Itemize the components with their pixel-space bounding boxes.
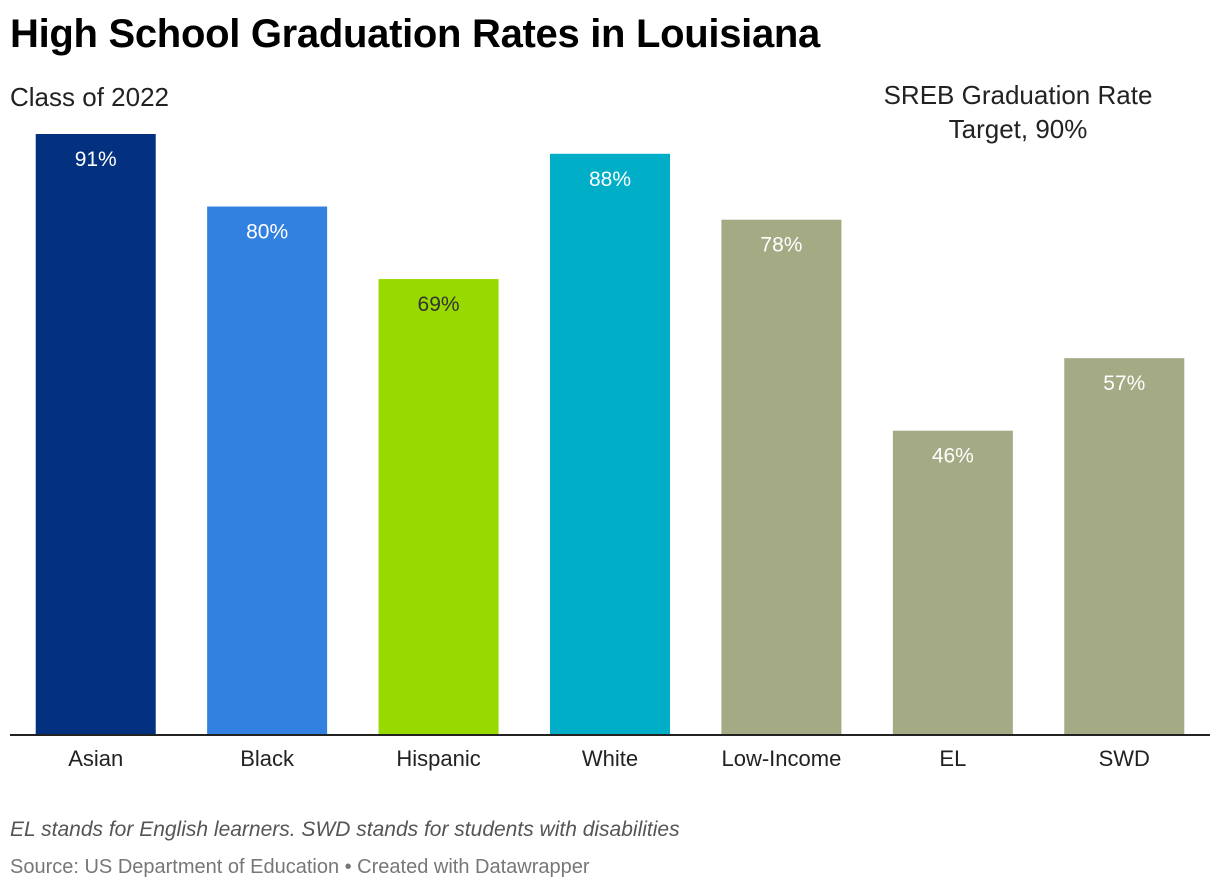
x-tick-label-asian: Asian — [68, 746, 123, 771]
chart-title: High School Graduation Rates in Louisian… — [10, 12, 821, 56]
value-label-low-income: 78% — [760, 234, 802, 257]
value-label-white: 88% — [589, 168, 631, 191]
value-label-el: 46% — [932, 445, 974, 468]
value-label-hispanic: 69% — [418, 293, 460, 316]
bar-black — [207, 206, 328, 734]
value-label-asian: 91% — [75, 148, 117, 171]
value-label-swd: 57% — [1103, 372, 1145, 395]
x-tick-label-low-income: Low-Income — [722, 746, 842, 771]
footnote: EL stands for English learners. SWD stan… — [10, 818, 680, 841]
bars-group — [35, 134, 1185, 734]
bar-el — [892, 430, 1013, 734]
x-tick-label-hispanic: Hispanic — [396, 746, 480, 771]
x-tick-label-el: EL — [939, 746, 966, 771]
x-tick-labels-group: Asian Black Hispanic White Low-Income EL SWD — [68, 746, 1150, 771]
x-tick-label-black: Black — [240, 746, 295, 771]
chart-subtitle: Class of 2022 — [10, 82, 169, 112]
bar-asian — [35, 134, 156, 734]
bar-chart: 91% 80% 69% 88% 78% 46% 57% Asian Black Hispanic… — [10, 134, 1210, 771]
bar-low-income — [721, 219, 842, 734]
bar-swd — [1064, 358, 1185, 734]
source-credit: Source: US Department of Education • Cre… — [10, 856, 590, 878]
x-tick-label-white: White — [582, 746, 638, 771]
bar-hispanic — [378, 279, 499, 734]
bar-white — [550, 153, 670, 734]
value-labels-group: 91% 80% 69% 88% 78% 46% 57% — [75, 148, 1146, 468]
x-tick-label-swd: SWD — [1099, 746, 1150, 771]
value-label-black: 80% — [246, 221, 288, 244]
target-annotation: SREB Graduation Rate Target, 90% — [883, 80, 1153, 144]
